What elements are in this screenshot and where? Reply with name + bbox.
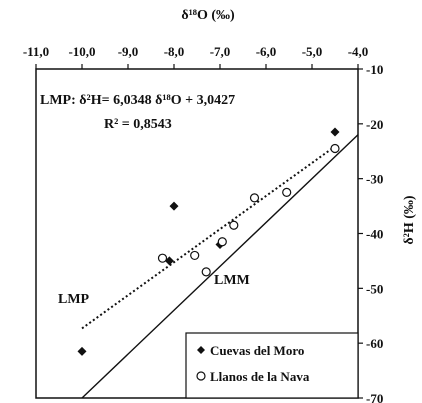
- y-axis-title: δ²H (‰): [402, 195, 417, 245]
- x-tick-label: -9,0: [118, 44, 139, 59]
- r-squared-annotation: R² = 0,8543: [104, 117, 172, 132]
- lmp-line-label: LMP: [58, 292, 90, 307]
- x-tick-label: -10,0: [68, 44, 95, 59]
- x-tick-label: -5,0: [302, 44, 323, 59]
- fit-lines: [81, 134, 359, 399]
- point-llanos-de-la-nava: [190, 250, 200, 261]
- y-tick-label: -30: [366, 172, 383, 187]
- y-tick-label: -20: [366, 117, 383, 132]
- point-llanos-de-la-nava: [282, 187, 292, 197]
- point-llanos-de-la-nava: [330, 143, 340, 154]
- data-points: [77, 127, 340, 356]
- x-axis-title: δ¹⁸O (‰): [181, 8, 235, 23]
- y-tick-label: -10: [366, 62, 383, 77]
- legend: Cuevas del Moro Llanos de la Nava: [185, 332, 359, 399]
- point-cuevas-del-moro: [77, 346, 87, 356]
- fit-line-lmm: [81, 134, 359, 399]
- point-cuevas-del-moro: [164, 256, 174, 266]
- point-llanos-de-la-nava: [229, 220, 239, 230]
- x-tick-label: -7,0: [210, 44, 231, 59]
- x-tick-label: -11,0: [23, 44, 49, 59]
- y-tick-label: -40: [366, 227, 383, 242]
- y-axis-ticks: -10 -20 -30 -40 -50 -60 -70: [358, 62, 383, 403]
- y-tick-label: -70: [366, 391, 383, 403]
- fit-line-lmp: [81, 145, 336, 330]
- point-cuevas-del-moro: [169, 201, 179, 211]
- y-tick-label: -60: [366, 336, 383, 351]
- point-llanos-de-la-nava: [201, 267, 211, 277]
- x-axis-ticks: -11,0 -10,0 -9,0 -8,0 -7,0 -6,0 -5,0 -4,0: [23, 44, 368, 69]
- legend-box: [185, 332, 359, 399]
- point-llanos-de-la-nava: [249, 193, 260, 203]
- x-tick-label: -4,0: [348, 44, 369, 59]
- y-tick-label: -50: [366, 281, 383, 296]
- x-tick-label: -6,0: [256, 44, 277, 59]
- point-llanos-de-la-nava: [217, 237, 227, 247]
- legend-diamond-marker: [197, 346, 205, 354]
- legend-label-cuevas-del-moro: Cuevas del Moro: [210, 343, 304, 358]
- legend-label-llanos-de-la-nava: Llanos de la Nava: [210, 369, 310, 384]
- x-tick-label: -8,0: [164, 44, 185, 59]
- point-llanos-de-la-nava: [157, 253, 168, 263]
- equation-annotation: LMP: δ²H= 6,0348 δ¹⁸O + 3,0427: [40, 93, 235, 108]
- legend-circle-marker: [196, 371, 206, 381]
- lmm-line-label: LMM: [214, 273, 250, 288]
- point-cuevas-del-moro: [330, 127, 340, 137]
